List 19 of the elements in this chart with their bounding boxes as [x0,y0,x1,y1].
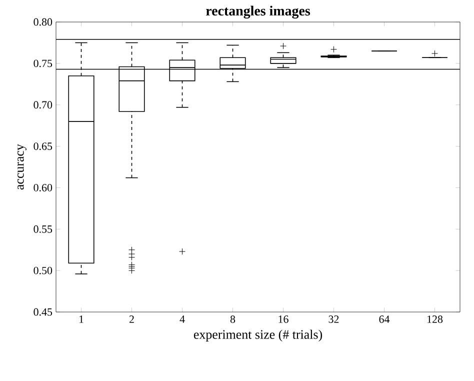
x-tick-label: 4 [180,316,185,323]
y-tick-label: 0.65 [34,142,52,150]
y-tick-label: 0.80 [34,18,52,26]
y-tick-label: 0.45 [34,308,52,316]
x-axis-title: experiment size (# trials) [194,330,322,342]
y-tick-label: 0.70 [34,101,52,109]
x-tick-label: 64 [379,316,390,323]
y-tick-label: 0.75 [34,60,52,68]
x-tick-label: 128 [428,316,443,323]
x-tick-label: 2 [130,316,134,323]
x-tick-label: 8 [230,316,236,323]
x-tick-label: 1 [79,316,84,323]
y-axis-title: accuracy [18,144,26,190]
y-tick-label: 0.60 [34,184,52,192]
y-tick-label: 0.55 [34,225,52,233]
chart-title: rectangles images [206,6,310,18]
y-tick-label: 0.50 [34,266,52,274]
x-tick-label: 32 [328,316,339,323]
x-tick-label: 16 [278,316,288,323]
